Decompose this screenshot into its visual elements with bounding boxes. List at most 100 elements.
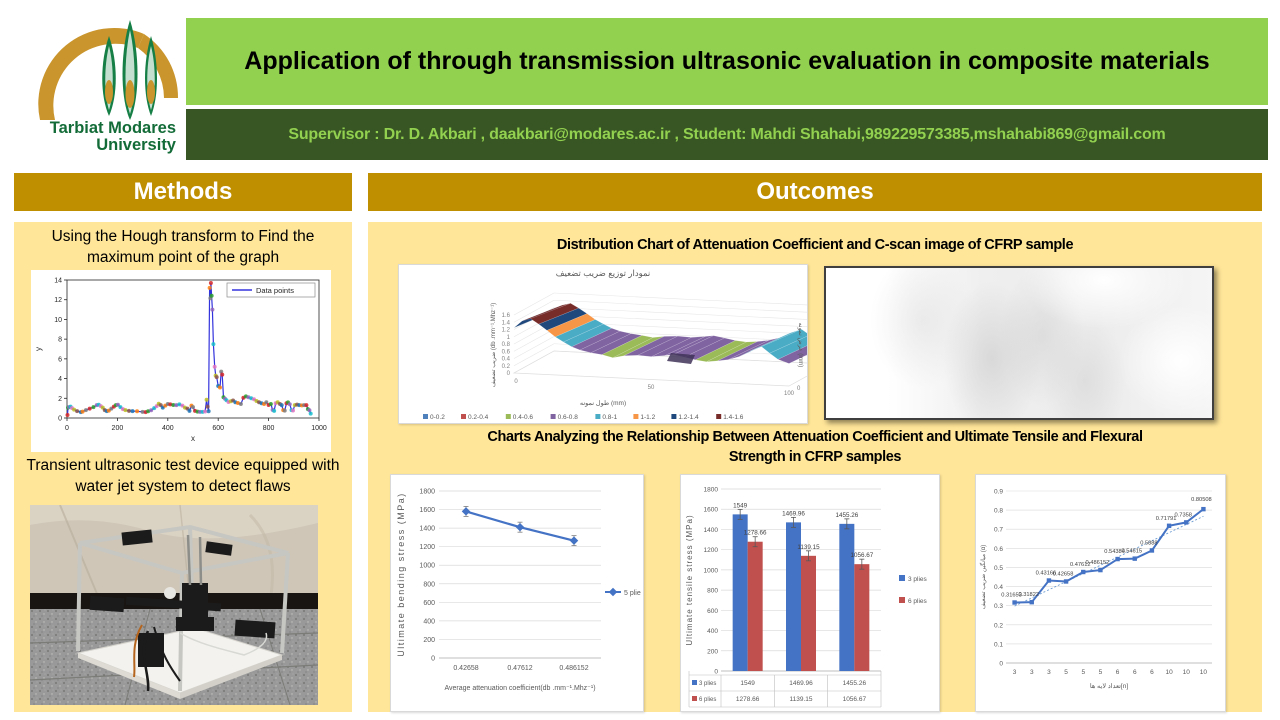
svg-text:1469.96: 1469.96: [789, 680, 813, 687]
svg-text:3: 3: [1013, 669, 1017, 676]
svg-text:1.4-1.6: 1.4-1.6: [723, 414, 744, 421]
bending-stress-chart: 0 200 400 600 800 1000 1200 1400 1600 1800 0.42658…: [396, 489, 645, 693]
cscan-image: [824, 266, 1214, 420]
bending-chart-card: 0 200 400 600 800 1000 1200 1400 1600 1800 0.42658…: [390, 474, 645, 712]
svg-text:عرض نمونه (mm): عرض نمونه (mm): [797, 323, 803, 368]
svg-text:400: 400: [423, 618, 435, 625]
alpha-layers-chart-card: 0 0.1 0.2 0.3 0.4 0.5 0.6 0.7 0.8 0.9 0.31653 3 0.31…: [975, 474, 1226, 712]
svg-text:0.6: 0.6: [994, 546, 1003, 553]
svg-text:0.7: 0.7: [994, 527, 1003, 534]
svg-text:0.54384: 0.54384: [1104, 549, 1125, 555]
svg-text:0: 0: [999, 661, 1003, 668]
logo-tree-seed3: [147, 80, 155, 104]
svg-text:3 plies: 3 plies: [908, 576, 928, 583]
svg-text:0.54615: 0.54615: [1121, 549, 1142, 555]
university-name-line1: Tarbiat Modares: [49, 119, 176, 137]
svg-text:1455.26: 1455.26: [843, 680, 867, 687]
svg-text:6 plies: 6 plies: [699, 697, 716, 703]
svg-text:10: 10: [1183, 669, 1191, 676]
university-name-line2: University: [96, 136, 176, 155]
hough-chart-card: 0 2 4 6 8 10 12 14 0 200 400 600 800 1000 x y Data point…: [31, 270, 331, 452]
svg-text:0.4-0.6: 0.4-0.6: [513, 414, 534, 421]
logo-arch: [38, 27, 144, 121]
attenuation-surface-chart: نمودار توزیع ضریب تضعیف00.20.40.60.811.2…: [423, 268, 841, 421]
svg-text:3 plies: 3 plies: [699, 681, 716, 687]
methods-header-label: Methods: [133, 178, 233, 205]
outcomes-panel: Distribution Chart of Attenuation Coeffi…: [368, 222, 1262, 712]
svg-text:1200: 1200: [704, 547, 719, 554]
svg-text:5: 5: [1064, 669, 1068, 676]
svg-text:1139.15: 1139.15: [789, 696, 812, 703]
svg-text:0.3: 0.3: [994, 603, 1003, 610]
svg-text:0.71791: 0.71791: [1156, 516, 1177, 522]
svg-text:2: 2: [58, 396, 62, 403]
svg-text:0.5888: 0.5888: [1140, 540, 1157, 546]
cable-orange: [133, 624, 143, 678]
svg-text:10: 10: [54, 317, 62, 324]
svg-text:1-1.2: 1-1.2: [640, 414, 655, 421]
svg-text:تعداد لایه ها[n]: تعداد لایه ها[n]: [1090, 682, 1128, 690]
svg-text:0: 0: [507, 371, 511, 377]
svg-text:3: 3: [1047, 669, 1051, 676]
svg-text:1.6: 1.6: [502, 313, 511, 319]
svg-text:1549: 1549: [740, 680, 755, 687]
svg-text:1549: 1549: [733, 502, 748, 509]
svg-text:0.7358: 0.7358: [1175, 512, 1192, 518]
svg-text:800: 800: [423, 581, 435, 588]
svg-text:14: 14: [54, 278, 62, 285]
svg-text:Average attenuation coefficien: Average attenuation coefficient(db .mm⁻¹…: [444, 685, 595, 692]
svg-text:0.8: 0.8: [502, 342, 511, 348]
logo-tree-seed2: [125, 80, 135, 108]
svg-text:0.43166: 0.43166: [1036, 571, 1057, 577]
svg-text:1: 1: [507, 335, 511, 341]
svg-text:600: 600: [423, 600, 435, 607]
svg-text:0.2: 0.2: [994, 622, 1003, 629]
outcomes-header-label: Outcomes: [756, 178, 874, 205]
svg-text:100: 100: [784, 391, 795, 397]
svg-text:50: 50: [648, 385, 655, 391]
water-jet-nozzle: [164, 587, 176, 599]
svg-text:0.6-0.8: 0.6-0.8: [558, 414, 579, 421]
svg-text:800: 800: [263, 425, 275, 432]
svg-text:1800: 1800: [419, 489, 435, 496]
hough-chart: 0 2 4 6 8 10 12 14 0 200 400 600 800 1000 x y Data point…: [34, 278, 327, 444]
svg-text:0.47612: 0.47612: [507, 665, 532, 672]
svg-text:12: 12: [54, 297, 62, 304]
svg-text:1600: 1600: [704, 507, 719, 514]
svg-text:0.42658: 0.42658: [453, 665, 478, 672]
supervisor-line: Supervisor : Dr. D. Akbari , daakbari@mo…: [288, 125, 1166, 143]
svg-text:نمودار توزیع ضریب تضعیف: نمودار توزیع ضریب تضعیف: [556, 268, 651, 279]
svg-text:1469.96: 1469.96: [782, 510, 805, 517]
svg-text:6: 6: [1116, 669, 1120, 676]
svg-text:1000: 1000: [419, 563, 435, 570]
svg-text:1455.26: 1455.26: [835, 512, 858, 519]
svg-text:5 plies: 5 plies: [624, 590, 641, 597]
svg-text:ضریب تضعیف (db .mm⁻¹.Mhz⁻¹): ضریب تضعیف (db .mm⁻¹.Mhz⁻¹): [491, 303, 497, 387]
svg-text:0.42658: 0.42658: [1053, 571, 1074, 577]
university-logo: Tarbiat Modares University: [26, 12, 188, 164]
svg-text:6: 6: [1133, 669, 1137, 676]
svg-text:1056.67: 1056.67: [850, 552, 873, 559]
svg-text:5: 5: [1081, 669, 1085, 676]
svg-text:0: 0: [714, 669, 718, 676]
svg-text:800: 800: [707, 588, 718, 595]
poster-title-bar: Application of through transmission ultr…: [186, 18, 1268, 105]
svg-text:0.4: 0.4: [994, 584, 1003, 591]
methods-header: Methods: [14, 173, 352, 211]
logo-tree-seed1: [105, 80, 113, 104]
svg-text:1.2: 1.2: [502, 328, 511, 334]
svg-text:1.4: 1.4: [502, 320, 511, 326]
tensile-chart-card: 0 200 400 600 800 1000 1200 1400 1600 1800 1549 127…: [680, 474, 940, 712]
caption-distribution: Distribution Chart of Attenuation Coeffi…: [556, 237, 1074, 253]
svg-text:0.31653: 0.31653: [1001, 593, 1022, 599]
svg-text:1.2-1.4: 1.2-1.4: [678, 414, 699, 421]
aluminum-frame: [76, 524, 290, 692]
svg-text:1139.15: 1139.15: [797, 544, 820, 551]
svg-text:6: 6: [1150, 669, 1154, 676]
svg-text:400: 400: [707, 628, 718, 635]
cable-black: [142, 630, 150, 692]
svg-text:1800: 1800: [704, 487, 719, 494]
svg-text:1600: 1600: [419, 507, 435, 514]
svg-text:میانگین ضریب تضعیف (α): میانگین ضریب تضعیف (α): [979, 545, 987, 609]
logo-arch-right: [138, 34, 179, 98]
